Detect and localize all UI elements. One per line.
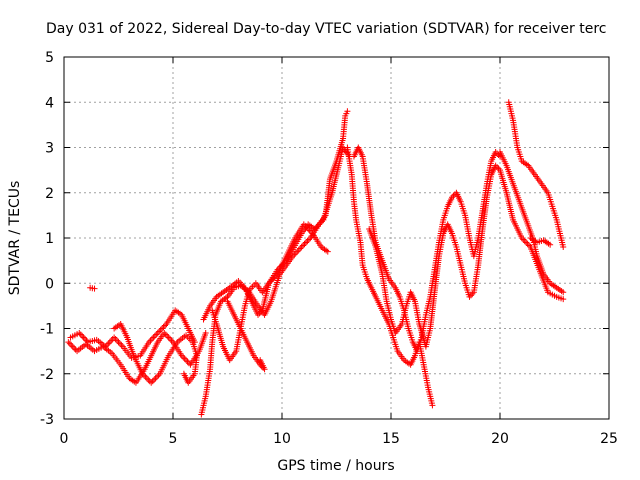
data-point [162, 322, 169, 329]
x-tick-labels: 0 5 10 15 20 25 [60, 431, 618, 447]
y-tick-labels: -3 -2 -1 0 1 2 3 4 5 [40, 50, 54, 428]
data-point [521, 238, 528, 245]
data-point [153, 331, 160, 338]
data-point [523, 239, 530, 246]
chart-title: Day 031 of 2022, Sidereal Day-to-day VTE… [46, 21, 606, 37]
data-point [180, 370, 187, 377]
data-point [66, 340, 73, 347]
data-point [150, 334, 157, 341]
data-point [165, 334, 172, 341]
x-tick-label: 25 [600, 431, 618, 447]
data-point [152, 375, 159, 382]
data-point [560, 244, 567, 251]
x-tick-label: 15 [382, 431, 400, 447]
y-tick-label: -2 [40, 367, 54, 383]
data-point [301, 241, 308, 248]
data-point [149, 378, 156, 385]
y-tick-label: 3 [45, 141, 54, 157]
data-point [184, 358, 191, 365]
data-point [106, 339, 113, 346]
series-trace-d [111, 320, 200, 386]
data-point [151, 376, 158, 383]
series-trace-c [87, 284, 98, 292]
data-point [257, 357, 264, 364]
axis-ticks [63, 56, 610, 420]
data-point [167, 336, 174, 343]
y-tick-label: -1 [40, 322, 54, 338]
data-point [156, 328, 163, 335]
data-point [429, 402, 436, 409]
data-point [180, 354, 187, 361]
series-trace-i [344, 144, 436, 409]
data-point [118, 342, 125, 349]
data-point [116, 340, 123, 347]
y-tick-label: 1 [45, 231, 54, 247]
data-point [151, 333, 158, 340]
y-tick-label: 0 [45, 276, 54, 292]
data-point [147, 337, 154, 344]
data-point [300, 242, 307, 249]
x-tick-label: 20 [491, 431, 509, 447]
data-point [298, 244, 305, 251]
data-point [560, 296, 567, 303]
series-trace-m [497, 149, 567, 296]
y-tick-label: 5 [45, 50, 54, 66]
data-point [183, 357, 190, 364]
series-trace-k [366, 162, 567, 350]
data-point [80, 334, 87, 341]
series-trace-n [527, 235, 554, 248]
data-point [148, 336, 155, 343]
data-point [115, 339, 122, 346]
y-axis-label: SDTVAR / TECUs [7, 181, 23, 296]
x-tick-label: 0 [60, 431, 69, 447]
data-point [295, 247, 302, 254]
data-point [154, 373, 161, 380]
data-point [108, 337, 115, 344]
data-point [560, 289, 567, 296]
data-point [160, 323, 167, 330]
data-point [164, 333, 171, 340]
data-point [91, 285, 98, 292]
data-point [344, 108, 351, 115]
data-point [547, 241, 554, 248]
data-point [148, 379, 155, 386]
data-point [143, 375, 150, 382]
x-tick-label: 5 [169, 431, 178, 447]
x-axis-label: GPS time / hours [277, 458, 394, 474]
data-point [302, 239, 309, 246]
data-point [68, 342, 75, 349]
series-trace-f [200, 144, 353, 323]
data-point [524, 241, 531, 248]
y-tick-label: 4 [45, 95, 54, 111]
data-point [145, 376, 152, 383]
data-point [77, 331, 84, 338]
data-point [168, 337, 175, 344]
data-point [324, 248, 331, 255]
data-point [305, 236, 312, 243]
data-point [111, 334, 118, 341]
data-point [154, 330, 161, 337]
data-point [304, 238, 311, 245]
data-point [69, 343, 76, 350]
data-point [181, 355, 188, 362]
x-tick-label: 10 [273, 431, 291, 447]
y-tick-label: 2 [45, 186, 54, 202]
data-point [297, 245, 304, 252]
series-trace-e [198, 108, 351, 418]
data-marks [65, 99, 567, 418]
series-trace-l [505, 99, 567, 251]
data-point [83, 337, 90, 344]
data-point [112, 336, 119, 343]
data-point [202, 330, 209, 337]
series-trace-g [209, 221, 331, 364]
data-point [114, 337, 121, 344]
y-tick-label: -3 [40, 412, 54, 428]
grid [64, 57, 609, 419]
series-trace-h [224, 298, 268, 373]
